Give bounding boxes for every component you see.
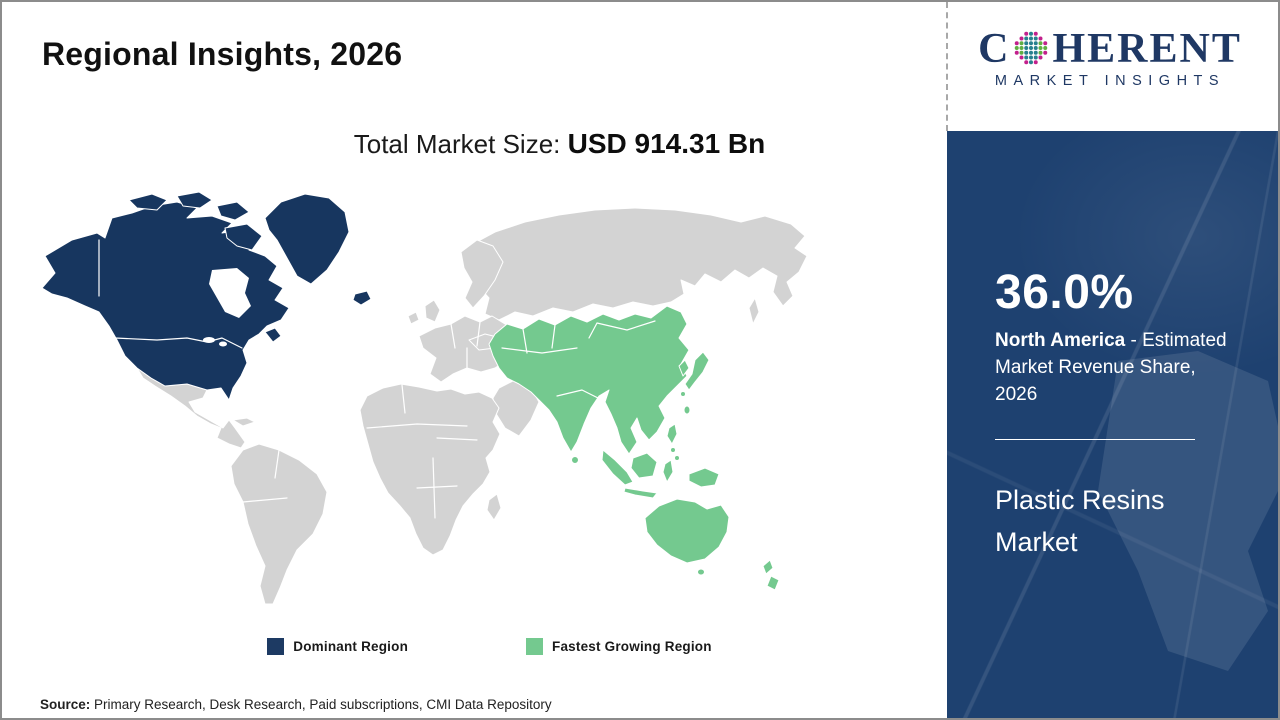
dominant-region-swatch xyxy=(267,638,285,655)
stat-metric-text: - Estimated Market Revenue Share, 2026 xyxy=(995,330,1227,405)
region-sri-lanka xyxy=(571,456,579,464)
market-name: Plastic Resins Market xyxy=(995,484,1165,557)
region-madagascar xyxy=(486,493,502,521)
region-tasmania xyxy=(697,568,705,576)
region-cuba xyxy=(232,417,256,427)
asia-borders xyxy=(501,320,656,401)
source-note: Source: Primary Research, Desk Research,… xyxy=(40,697,552,712)
total-market-size: Total Market Size: USD 914.31 Bn xyxy=(2,128,947,160)
logo-wordmark: C xyxy=(964,28,1256,70)
stat-sidebar: 36.0% North America - Estimated Market R… xyxy=(947,131,1278,718)
great-lakes-2 xyxy=(219,341,227,347)
region-new-guinea xyxy=(688,467,720,488)
region-new-zealand-south xyxy=(766,575,780,591)
arctic-island-2 xyxy=(176,191,213,209)
region-borneo xyxy=(630,452,658,479)
us-canada-border xyxy=(98,239,243,349)
region-taiwan xyxy=(683,405,691,415)
dominant-region-label: Dominant Region xyxy=(293,639,409,654)
region-japan xyxy=(684,351,710,391)
total-market-size-value: USD 914.31 Bn xyxy=(567,128,766,159)
region-sakhalin xyxy=(748,297,760,325)
philippines-island-3 xyxy=(674,455,680,461)
hudson-bay xyxy=(209,268,251,318)
arctic-island-3 xyxy=(216,201,250,221)
globe-dots xyxy=(1015,31,1048,65)
stat-description: North America - Estimated Market Revenue… xyxy=(995,328,1242,409)
region-uk xyxy=(424,299,441,323)
coherent-globe-icon xyxy=(1015,31,1048,65)
logo-subtitle: MARKET INSIGHTS xyxy=(994,73,1226,89)
baffin-island xyxy=(224,223,263,251)
region-philippines xyxy=(666,423,678,445)
region-scandinavia xyxy=(460,239,504,309)
region-java xyxy=(623,487,658,499)
region-greenland xyxy=(264,193,350,285)
south-america-borders xyxy=(242,449,288,503)
page-title: Regional Insights, 2026 xyxy=(42,36,403,72)
region-asia-mainland xyxy=(488,305,690,455)
japan-south-island xyxy=(680,391,686,397)
region-ireland xyxy=(407,311,420,325)
map-legend: Dominant Region Fastest Growing Region xyxy=(2,638,947,655)
logo-word-rest: HERENT xyxy=(1052,26,1242,72)
region-australia xyxy=(644,498,730,564)
sidebar-divider xyxy=(995,438,1195,440)
region-south-america xyxy=(230,443,328,605)
arctic-island-1 xyxy=(128,193,168,211)
region-sulawesi xyxy=(662,459,674,483)
stat-region-name: North America xyxy=(995,330,1126,351)
newfoundland xyxy=(264,327,282,343)
coherent-logo: C xyxy=(964,28,1256,89)
total-market-size-label: Total Market Size: xyxy=(353,129,568,159)
legend-item-dominant: Dominant Region xyxy=(267,638,408,655)
region-russia xyxy=(468,207,808,321)
fastest-growing-region-label: Fastest Growing Region xyxy=(552,639,712,654)
region-iceland xyxy=(352,290,372,306)
europe-borders xyxy=(450,321,481,371)
region-sumatra xyxy=(601,449,634,486)
legend-item-fastest: Fastest Growing Region xyxy=(526,638,712,655)
philippines-island-2 xyxy=(670,447,676,453)
africa-borders xyxy=(366,384,478,519)
region-new-zealand-north xyxy=(762,559,774,575)
fastest-growing-region-swatch xyxy=(526,638,544,655)
great-lakes xyxy=(203,337,215,343)
logo-letter-c: C xyxy=(978,26,1011,72)
world-map-svg xyxy=(41,191,808,605)
world-map xyxy=(37,188,817,612)
source-text: Primary Research, Desk Research, Paid su… xyxy=(90,697,552,712)
region-africa xyxy=(359,383,501,556)
header-dashed-divider xyxy=(946,2,948,131)
region-korea xyxy=(678,359,690,377)
stat-value: 36.0% xyxy=(995,266,1134,319)
source-label: Source: xyxy=(40,697,91,712)
